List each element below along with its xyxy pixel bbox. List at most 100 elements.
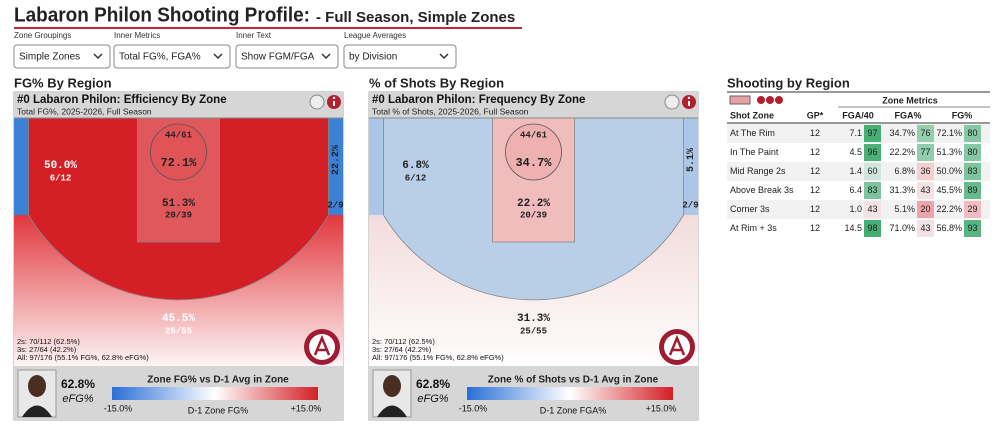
zone-label: 72.1%: [160, 156, 197, 170]
table-cell: 5.1%: [894, 204, 915, 214]
percentile: 89: [967, 185, 977, 195]
legend-label: D-1 Zone FG%: [188, 405, 249, 415]
card-subtitle: Total FG%, 2025-2026, Full Season: [17, 106, 152, 116]
table-cell: 14.5: [844, 223, 862, 233]
percentile: 77: [920, 147, 930, 157]
efg-value: 62.8%: [416, 377, 450, 391]
shot-zone: In The Paint: [730, 147, 779, 157]
table-title: Shooting by Region: [727, 75, 850, 90]
shooting-stats: All: 97/176 (55.1% FG%, 62.8% eFG%): [372, 353, 504, 362]
card-subtitle: Total % of Shots, 2025-2026, Full Season: [372, 106, 529, 116]
percentile: 43: [920, 223, 930, 233]
table-cell: 4.5: [849, 147, 862, 157]
chevron: [439, 53, 449, 60]
dropdown[interactable]: [113, 44, 231, 69]
zone-label: 44/61: [165, 130, 193, 140]
efg-value: 62.8%: [61, 377, 95, 391]
zone-label: 22.2%: [331, 145, 342, 175]
percentile-cell: [864, 220, 881, 237]
table-cell: 6.8%: [894, 166, 915, 176]
table-cell: 12: [810, 185, 820, 195]
dropdown-value: by Division: [349, 52, 397, 63]
percentile-cell: [917, 163, 934, 180]
percentile-cell: [917, 201, 934, 218]
chevron: [93, 53, 103, 60]
shooting-stats: All: 97/176 (55.1% FG%, 62.8% eFG%): [17, 353, 149, 362]
percentile: 98: [867, 223, 877, 233]
control-label: League Averages: [344, 31, 406, 40]
zone-label: 51.3%: [162, 198, 195, 210]
table-cell: 12: [810, 166, 820, 176]
table-icon[interactable]: [729, 95, 751, 105]
shooting-stats: 3s: 27/64 (42.2%): [17, 345, 77, 354]
info-icon-dot: [332, 96, 336, 100]
shot-zone: Mid Range 2s: [730, 166, 786, 176]
percentile-cell: [917, 125, 934, 142]
group-header: Zone Metrics: [882, 95, 938, 105]
dropdown[interactable]: [343, 44, 457, 69]
dropdown-value: Show FGM/FGA: [241, 52, 315, 63]
legend-max: +15.0%: [646, 403, 677, 413]
section-title: % of Shots By Region: [369, 75, 504, 90]
player-head: [28, 375, 46, 397]
column-header: FGA/40: [842, 110, 874, 120]
table-icon[interactable]: [757, 96, 765, 104]
shooting-stats: 2s: 70/112 (62.5%): [372, 337, 435, 346]
shot-zone: At The Rim: [730, 128, 775, 138]
table-cell: 12: [810, 128, 820, 138]
efg-label: eFG%: [62, 393, 93, 405]
zone-label: 22.2%: [517, 198, 550, 210]
table-cell: 12: [810, 223, 820, 233]
legend-bar: [112, 387, 318, 400]
percentile-cell: [864, 144, 881, 161]
legend-bar: [467, 387, 673, 400]
dropdown-value: Simple Zones: [19, 52, 80, 63]
table-icon[interactable]: [766, 96, 774, 104]
zone-label: 6/12: [50, 173, 72, 183]
column-header: FGA%: [895, 110, 922, 120]
shot-zone: At Rim + 3s: [730, 223, 777, 233]
card-header: [369, 92, 698, 118]
percentile: 80: [967, 147, 977, 157]
table-cell: 1.0: [849, 204, 862, 214]
player-body: [22, 405, 52, 417]
table-cell: 72.1%: [936, 128, 962, 138]
percentile: 36: [920, 166, 930, 176]
card-title: #0 Labaron Philon: Efficiency By Zone: [17, 94, 227, 106]
table-cell: 51.3%: [936, 147, 962, 157]
chevron: [213, 53, 223, 60]
percentile-cell: [864, 163, 881, 180]
table-cell: 50.0%: [936, 166, 962, 176]
table-icon[interactable]: [775, 96, 783, 104]
zone-rim: [150, 123, 207, 181]
card-header: [14, 92, 343, 118]
legend-title: Zone FG% vs D-1 Avg in Zone: [147, 375, 289, 386]
team-logo-mark: [313, 334, 331, 356]
percentile: 97: [867, 128, 877, 138]
section-title: FG% By Region: [14, 75, 112, 90]
percentile-cell: [864, 182, 881, 199]
table-cell: 6.4: [849, 185, 862, 195]
column-header: GP*: [807, 110, 824, 120]
card-title: #0 Labaron Philon: Frequency By Zone: [372, 94, 585, 106]
zone-label: 25/55: [520, 326, 547, 336]
legend-max: +15.0%: [291, 403, 322, 413]
zone-label: 34.7%: [515, 156, 552, 170]
info-icon: [333, 101, 335, 106]
dropdown[interactable]: [13, 44, 111, 69]
dropdown[interactable]: [235, 44, 339, 69]
column-header: Shot Zone: [730, 110, 774, 120]
page-title: Labaron Philon Shooting Profile:: [14, 4, 310, 26]
toggle-button[interactable]: [664, 94, 680, 110]
table-cell: 1.4: [849, 166, 862, 176]
info-icon-dot: [687, 96, 691, 100]
zone-label: 20/39: [165, 210, 192, 220]
dropdown-value: Total FG%, FGA%: [119, 52, 201, 63]
toggle-button[interactable]: [309, 94, 325, 110]
zone-label: 44/61: [520, 130, 548, 140]
percentile: 43: [920, 185, 930, 195]
table-cell: 22.2%: [889, 147, 915, 157]
percentile-cell: [917, 220, 934, 237]
zone-label: 2/9: [682, 200, 698, 210]
